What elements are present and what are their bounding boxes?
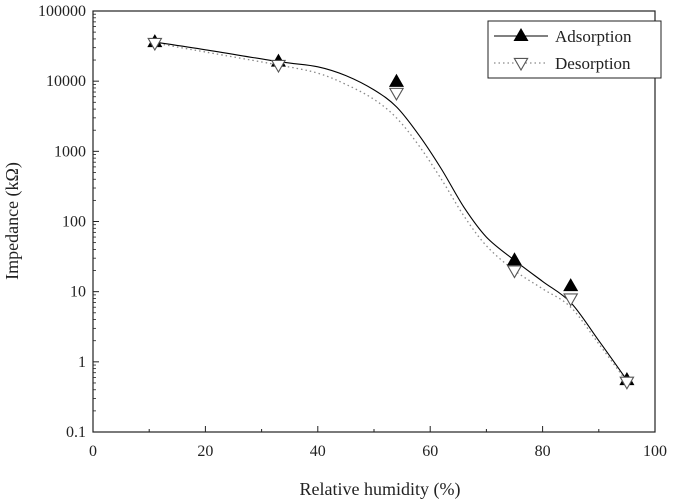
legend-marker-adsorption [513, 27, 529, 42]
legend-marker-desorption [513, 57, 529, 72]
legend-label-adsorption: Adsorption [555, 27, 632, 46]
data-point-desorption [270, 59, 287, 74]
data-point-desorption [619, 376, 635, 390]
data-point-desorption [147, 37, 163, 52]
data-point-adsorption [388, 73, 404, 87]
legend-items: Adsorption Desorption [494, 27, 632, 73]
series-line-desorption [154, 42, 628, 383]
legend-box [487, 20, 662, 79]
x-tick-label: 80 [535, 443, 551, 460]
y-tick-label: 10 [70, 284, 86, 301]
x-axis-title: Relative humidity (%) [300, 479, 461, 500]
data-point-adsorption [506, 252, 523, 266]
series-line-adsorption [154, 41, 628, 381]
y-tick-label: 100000 [38, 3, 86, 20]
x-tick-label: 60 [422, 443, 438, 460]
y-tick-label: 100 [62, 214, 86, 231]
y-tick-label: 1 [78, 354, 86, 371]
data-point-desorption [563, 293, 579, 307]
data-point-desorption [388, 87, 405, 102]
x-tick-label: 100 [643, 443, 667, 460]
legend: Adsorption Desorption [487, 20, 662, 79]
y-tick-label: 1000 [54, 143, 86, 160]
series-curves [154, 41, 628, 383]
data-points [147, 34, 635, 390]
y-tick-label: 10000 [46, 73, 86, 90]
y-axis-ticks: 0.1 1 10 100 1000 10000 100000 [38, 3, 99, 441]
y-tick-label: 0.1 [66, 424, 86, 441]
y-axis-title: Impedance (kΩ) [2, 162, 23, 280]
x-tick-label: 40 [310, 443, 326, 460]
data-point-desorption [506, 265, 523, 279]
legend-label-desorption: Desorption [555, 54, 631, 73]
x-tick-label: 0 [89, 443, 97, 460]
x-axis-ticks: 0 20 40 60 80 100 [89, 426, 667, 460]
x-tick-label: 20 [197, 443, 213, 460]
data-point-adsorption [563, 278, 579, 292]
